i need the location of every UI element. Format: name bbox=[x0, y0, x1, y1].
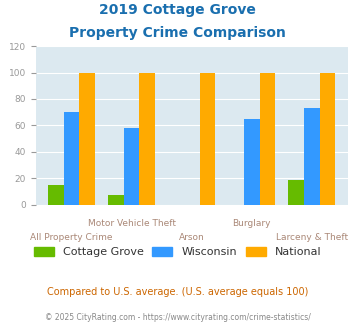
Bar bbox=[140, 73, 155, 205]
Text: © 2025 CityRating.com - https://www.cityrating.com/crime-statistics/: © 2025 CityRating.com - https://www.city… bbox=[45, 314, 310, 322]
Bar bbox=[200, 73, 215, 205]
Bar bbox=[320, 73, 335, 205]
Text: Arson: Arson bbox=[179, 233, 204, 242]
Bar bbox=[64, 112, 80, 205]
Bar bbox=[304, 108, 320, 205]
Bar bbox=[80, 73, 95, 205]
Bar bbox=[244, 119, 260, 205]
Bar bbox=[48, 185, 64, 205]
Bar bbox=[108, 195, 124, 205]
Text: Burglary: Burglary bbox=[233, 219, 271, 228]
Text: All Property Crime: All Property Crime bbox=[30, 233, 113, 242]
Text: Compared to U.S. average. (U.S. average equals 100): Compared to U.S. average. (U.S. average … bbox=[47, 287, 308, 297]
Bar bbox=[124, 128, 140, 205]
Legend: Cottage Grove, Wisconsin, National: Cottage Grove, Wisconsin, National bbox=[29, 242, 326, 262]
Text: Larceny & Theft: Larceny & Theft bbox=[276, 233, 348, 242]
Bar bbox=[288, 180, 304, 205]
Bar bbox=[260, 73, 275, 205]
Text: 2019 Cottage Grove: 2019 Cottage Grove bbox=[99, 3, 256, 17]
Text: Property Crime Comparison: Property Crime Comparison bbox=[69, 26, 286, 40]
Text: Motor Vehicle Theft: Motor Vehicle Theft bbox=[88, 219, 176, 228]
